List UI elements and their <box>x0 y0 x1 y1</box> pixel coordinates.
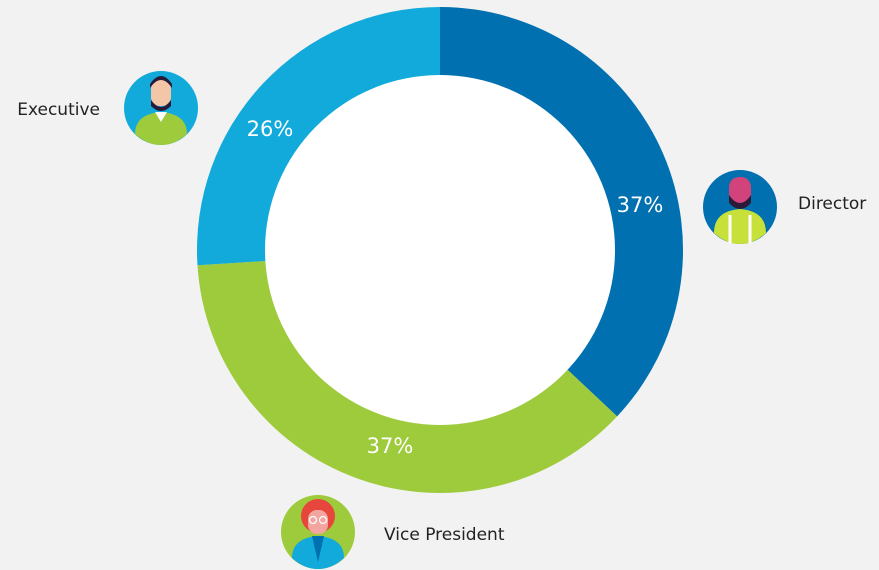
value-label: 37% <box>367 434 414 458</box>
avatar-executive <box>124 71 198 145</box>
category-label: Director <box>798 194 866 214</box>
donut-hole <box>265 75 615 425</box>
value-label: 26% <box>247 117 294 141</box>
avatar-vice-president <box>281 495 355 569</box>
value-label: 37% <box>617 193 664 217</box>
avatar-director <box>703 170 777 244</box>
category-label: Vice President <box>384 525 505 545</box>
category-label: Executive <box>17 100 100 120</box>
labels: 37% Director 37% Vice President 26% Executive <box>17 100 866 545</box>
